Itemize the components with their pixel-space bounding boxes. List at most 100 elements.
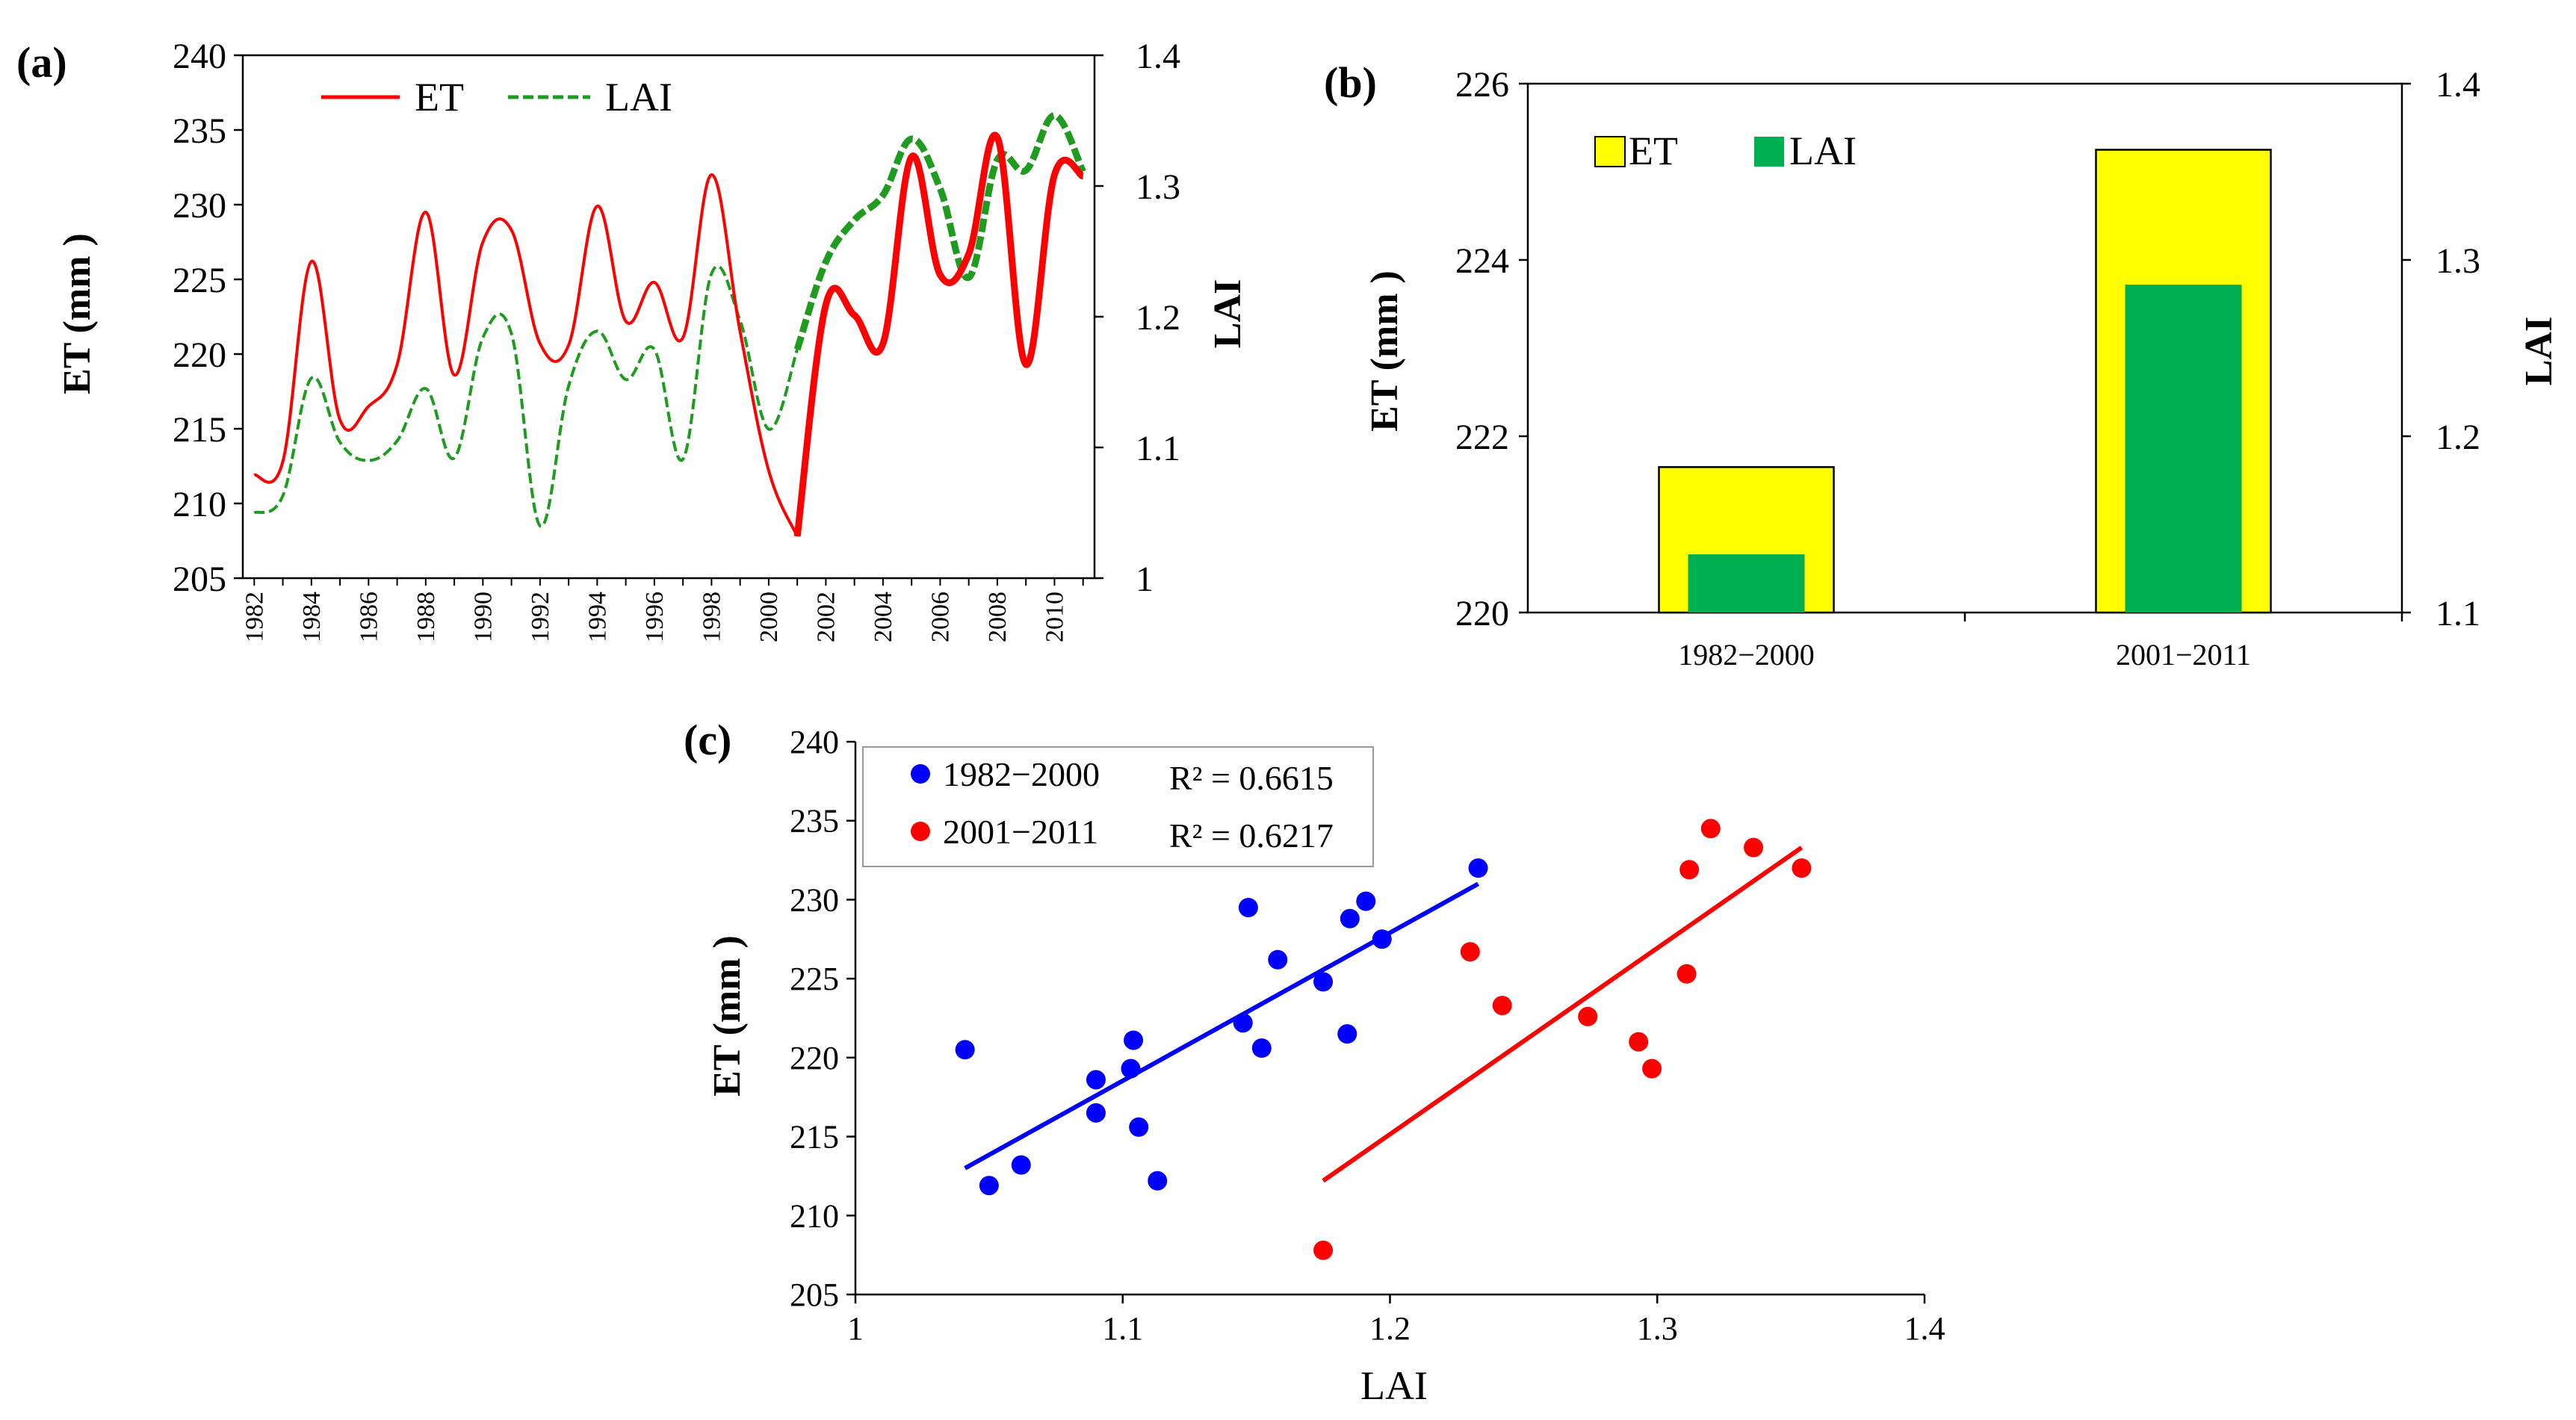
- y-tick-label: 215: [790, 1119, 839, 1156]
- panel-b-y-ticks: 220 222 224 226: [1455, 65, 1528, 633]
- point-1982-2000: [1313, 972, 1334, 992]
- panel-a-y2-axis-title: LAI: [1207, 279, 1249, 348]
- y-tick-label: 235: [790, 803, 839, 840]
- legend-1982-2000-label: 1982−2000: [943, 755, 1100, 793]
- point-2001-2011: [1676, 964, 1697, 984]
- panel-a: (a) ET (mm ) LAI 205 210 215 220 225 230 235 24…: [16, 37, 1249, 642]
- point-1982-2000: [1238, 898, 1258, 917]
- point-2001-2011: [1679, 860, 1700, 880]
- point-1982-2000: [1340, 908, 1360, 928]
- panel-b-legend: ET LAI: [1594, 128, 1857, 173]
- point-1982-2000: [955, 1040, 975, 1060]
- lai-line-2001-2011: [793, 111, 1086, 351]
- point-1982-2000: [1468, 858, 1488, 878]
- y-tick-label: 222: [1455, 418, 1509, 457]
- panel-b-y2-ticks: 1.1 1.2 1.3 1.4: [2402, 65, 2480, 633]
- y2-tick-label: 1.1: [1136, 429, 1180, 468]
- panel-a-series: [253, 111, 1086, 537]
- y2-tick-label: 1.4: [2436, 65, 2480, 105]
- legend-et-label: ET: [415, 75, 464, 120]
- legend-2001-2011-r2: R² = 0.6217: [1169, 816, 1334, 855]
- point-2001-2011: [1629, 1032, 1649, 1052]
- x-tick-label: 1996: [641, 592, 669, 642]
- y-tick-label: 235: [173, 111, 226, 151]
- point-2001-2011: [1492, 996, 1512, 1016]
- y-tick-label: 226: [1455, 65, 1509, 105]
- x-tick-label: 2002: [812, 592, 840, 642]
- y-tick-label: 220: [1455, 594, 1509, 633]
- et-line-2001-2011: [793, 131, 1085, 537]
- y2-tick-label: 1.3: [1136, 167, 1180, 207]
- y-tick-label: 220: [790, 1040, 839, 1076]
- panel-a-legend: ET LAI: [321, 75, 672, 120]
- y-tick-label: 224: [1455, 241, 1509, 281]
- legend-2001-2011-label: 2001−2011: [943, 813, 1098, 851]
- panel-b-y2-axis-title: LAI: [2518, 317, 2560, 385]
- x-tick-label: 1.2: [1369, 1310, 1411, 1347]
- panel-c-label: (c): [684, 716, 731, 764]
- x-tick-label: 2004: [870, 592, 897, 642]
- y-tick-label: 240: [790, 724, 839, 760]
- y-tick-label: 210: [173, 485, 226, 524]
- point-1982-2000: [1337, 1024, 1357, 1044]
- panel-c: (c) ET (mm ) LAI 205 210 215 220 225 230 235 24…: [684, 716, 1945, 1408]
- x-tick-label: 1992: [527, 592, 554, 642]
- point-1982-2000: [1121, 1058, 1141, 1079]
- point-2001-2011: [1744, 837, 1764, 858]
- panel-a-x-ticks: 1982 1984 1986 1988 1990 1992 1994 1996 1998 2000…: [241, 578, 1084, 642]
- panel-c-x-ticks: 1 1.1 1.2 1.3 1.4: [847, 1295, 1945, 1347]
- point-2001-2011: [1578, 1006, 1598, 1026]
- legend-1982-2000-r2: R² = 0.6615: [1169, 759, 1334, 797]
- panel-b-y-axis-title: ET (mm ): [1363, 270, 1406, 432]
- point-2001-2011: [1460, 942, 1480, 962]
- lai-bar: [1688, 554, 1805, 613]
- x-tick-label: 1988: [412, 592, 440, 642]
- y-tick-label: 220: [173, 335, 226, 375]
- panel-b-label: (b): [1324, 58, 1377, 107]
- legend-et-label: ET: [1629, 128, 1678, 173]
- point-2001-2011: [1313, 1240, 1334, 1260]
- fit-line-1982-2000: [964, 881, 1480, 1171]
- legend-et-swatch: [1594, 136, 1626, 167]
- point-1982-2000: [1356, 891, 1376, 911]
- panel-c-legend: 1982−2000 R² = 0.6615 2001−2011 R² = 0.6…: [862, 746, 1374, 867]
- panel-a-y-axis-title: ET (mm ): [56, 233, 99, 394]
- point-2001-2011: [1700, 819, 1721, 839]
- y-tick-label: 225: [790, 961, 839, 997]
- x-tick-label: 2010: [1041, 592, 1068, 642]
- point-2001-2011: [1642, 1058, 1662, 1079]
- panel-a-y2-ticks: 1 1.1 1.2 1.3 1.4: [1095, 37, 1180, 599]
- x-tick-label: 1.4: [1904, 1310, 1945, 1347]
- point-1982-2000: [1268, 949, 1288, 970]
- point-1982-2000: [1233, 1013, 1253, 1033]
- point-1982-2000: [1011, 1155, 1031, 1175]
- point-1982-2000: [1086, 1070, 1106, 1090]
- legend-lai-label: LAI: [605, 75, 672, 120]
- fit-line-2001-2011: [1322, 846, 1803, 1183]
- point-1982-2000: [1124, 1030, 1144, 1050]
- y-tick-label: 225: [173, 261, 226, 300]
- y2-tick-label: 1.3: [2436, 241, 2480, 281]
- legend-2001-2011-marker: [911, 822, 930, 841]
- legend-lai-label: LAI: [1789, 128, 1857, 173]
- y2-tick-label: 1.4: [1136, 37, 1180, 76]
- y-tick-label: 215: [173, 410, 226, 450]
- y2-tick-label: 1.1: [2436, 594, 2480, 633]
- point-2001-2011: [1792, 858, 1812, 878]
- panel-a-label: (a): [16, 38, 67, 87]
- y2-tick-label: 1.2: [1136, 298, 1180, 338]
- x-tick-label: 1984: [298, 592, 326, 642]
- x-tick-label: 1994: [583, 592, 611, 642]
- x-tick-label: 1982: [241, 592, 268, 642]
- panel-c-legend-box: [862, 746, 1374, 867]
- y-tick-label: 210: [790, 1197, 839, 1234]
- x-tick-label: 1990: [469, 592, 497, 642]
- x-tick-label: 1: [847, 1310, 864, 1347]
- point-1982-2000: [1086, 1103, 1106, 1123]
- y-tick-label: 205: [790, 1277, 839, 1313]
- legend-1982-2000-marker: [911, 764, 930, 784]
- point-1982-2000: [1372, 929, 1392, 949]
- et-line-1982-2001: [253, 173, 799, 537]
- x-tick-label: 1.3: [1637, 1310, 1678, 1347]
